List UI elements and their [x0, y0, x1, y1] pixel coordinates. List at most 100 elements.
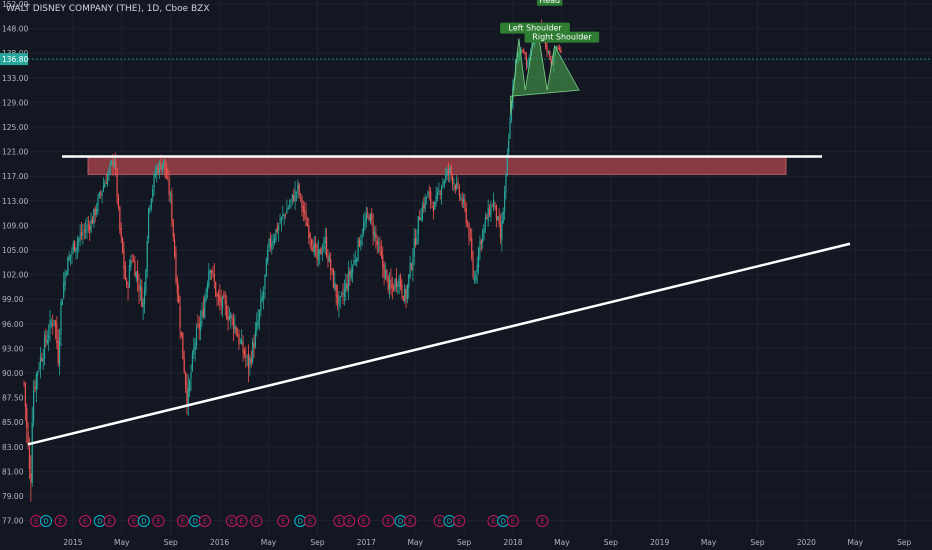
candle-body	[215, 282, 217, 296]
price-tick-label: 105.00	[2, 246, 28, 255]
candle-body	[462, 198, 465, 203]
price-tick-label: 117.00	[2, 172, 28, 181]
candle-body	[365, 213, 367, 222]
candle-body	[464, 199, 466, 208]
candle-body	[32, 390, 35, 422]
price-tick-label: 96.00	[2, 320, 24, 329]
candle-body	[310, 239, 313, 246]
candle-body	[431, 202, 433, 204]
candle-body	[26, 407, 28, 428]
candle-body	[235, 327, 237, 335]
candle-body	[491, 205, 493, 207]
candle-body	[414, 238, 417, 246]
event-marker-letter: E	[107, 518, 111, 526]
candle-body	[164, 159, 166, 171]
candle-body	[209, 270, 211, 273]
pattern-label-box	[536, 0, 563, 6]
candle-body	[376, 240, 378, 245]
event-marker-letter: E	[254, 518, 258, 526]
candle-body	[128, 265, 131, 288]
candle-body	[282, 214, 284, 216]
candle-body	[263, 291, 265, 298]
event-marker-letter: D	[398, 518, 403, 526]
candle-body	[208, 270, 210, 287]
candle-body	[384, 271, 387, 280]
candle-body	[120, 228, 122, 238]
candle-body	[503, 191, 506, 212]
support-trendline	[27, 242, 851, 446]
candle-body	[546, 45, 548, 52]
candle-body	[161, 163, 163, 171]
candle-body	[137, 270, 139, 281]
candle-body	[90, 219, 92, 232]
candle-body	[556, 46, 558, 50]
candle-body	[95, 209, 98, 214]
candle-body	[261, 296, 263, 301]
candle-body	[171, 193, 173, 221]
candle-body	[558, 47, 560, 51]
candle-body	[336, 294, 339, 304]
candle-body	[391, 285, 393, 288]
candle-body	[494, 202, 496, 203]
candle-body	[356, 258, 358, 262]
candle-body	[527, 62, 529, 68]
candle-body	[132, 260, 135, 262]
candle-body	[289, 204, 291, 208]
candle-body	[56, 323, 58, 344]
price-tick-label: 99.00	[2, 295, 24, 304]
candle-body	[332, 269, 335, 288]
candle-body	[31, 422, 33, 484]
event-marker	[343, 515, 356, 527]
candle-body	[178, 293, 180, 303]
current-price-label: 136.80	[2, 55, 28, 64]
candle-body	[457, 182, 459, 186]
time-tick-label: May	[554, 538, 570, 547]
candle-body	[299, 194, 302, 196]
pattern-label: Head	[539, 0, 560, 5]
candle-body	[373, 231, 376, 238]
candle-body	[302, 206, 304, 213]
candle-body	[82, 232, 84, 235]
candle-body	[506, 153, 508, 172]
candle-body	[467, 224, 469, 226]
candle-body	[450, 167, 452, 175]
candle-body	[54, 320, 57, 327]
candle-body	[72, 243, 74, 251]
event-marker-letter: D	[192, 518, 197, 526]
candle-body	[386, 269, 388, 275]
candle-body	[331, 268, 333, 270]
candle-body	[339, 295, 341, 298]
event-marker-letter: D	[501, 518, 506, 526]
candle-body	[121, 237, 124, 253]
candle-body	[328, 256, 330, 262]
candle-body	[465, 207, 467, 224]
candle-body	[102, 186, 105, 192]
candles-layer	[23, 19, 562, 502]
price-axis[interactable]: 152.00148.00138.00133.00129.00125.00121.…	[2, 0, 28, 526]
candle-body	[135, 271, 137, 279]
time-tick-label: May	[261, 538, 277, 547]
event-marker	[404, 515, 417, 527]
candle-body	[461, 198, 463, 205]
event-marker-letter: E	[239, 518, 243, 526]
candle-body	[219, 295, 221, 301]
candle-body	[168, 179, 170, 195]
time-axis[interactable]: 2015 May Sep 2016 May Sep 2017 May Sep 2018 May Sep…	[63, 538, 911, 547]
candle-body	[249, 357, 251, 366]
candle-body	[472, 257, 474, 278]
candle-body	[295, 192, 298, 193]
price-tick-label: 133.00	[2, 74, 28, 83]
candle-body	[449, 166, 451, 174]
candle-body	[153, 174, 155, 189]
candle-body	[139, 285, 141, 290]
candle-body	[41, 358, 43, 361]
candle-body	[130, 260, 132, 268]
time-tick-label: Sep	[457, 538, 471, 547]
candle-body	[413, 238, 415, 258]
candle-body	[145, 270, 147, 292]
candle-body	[154, 173, 157, 176]
candle-body	[124, 266, 126, 280]
event-marker	[54, 515, 67, 527]
candle-body	[424, 197, 426, 210]
